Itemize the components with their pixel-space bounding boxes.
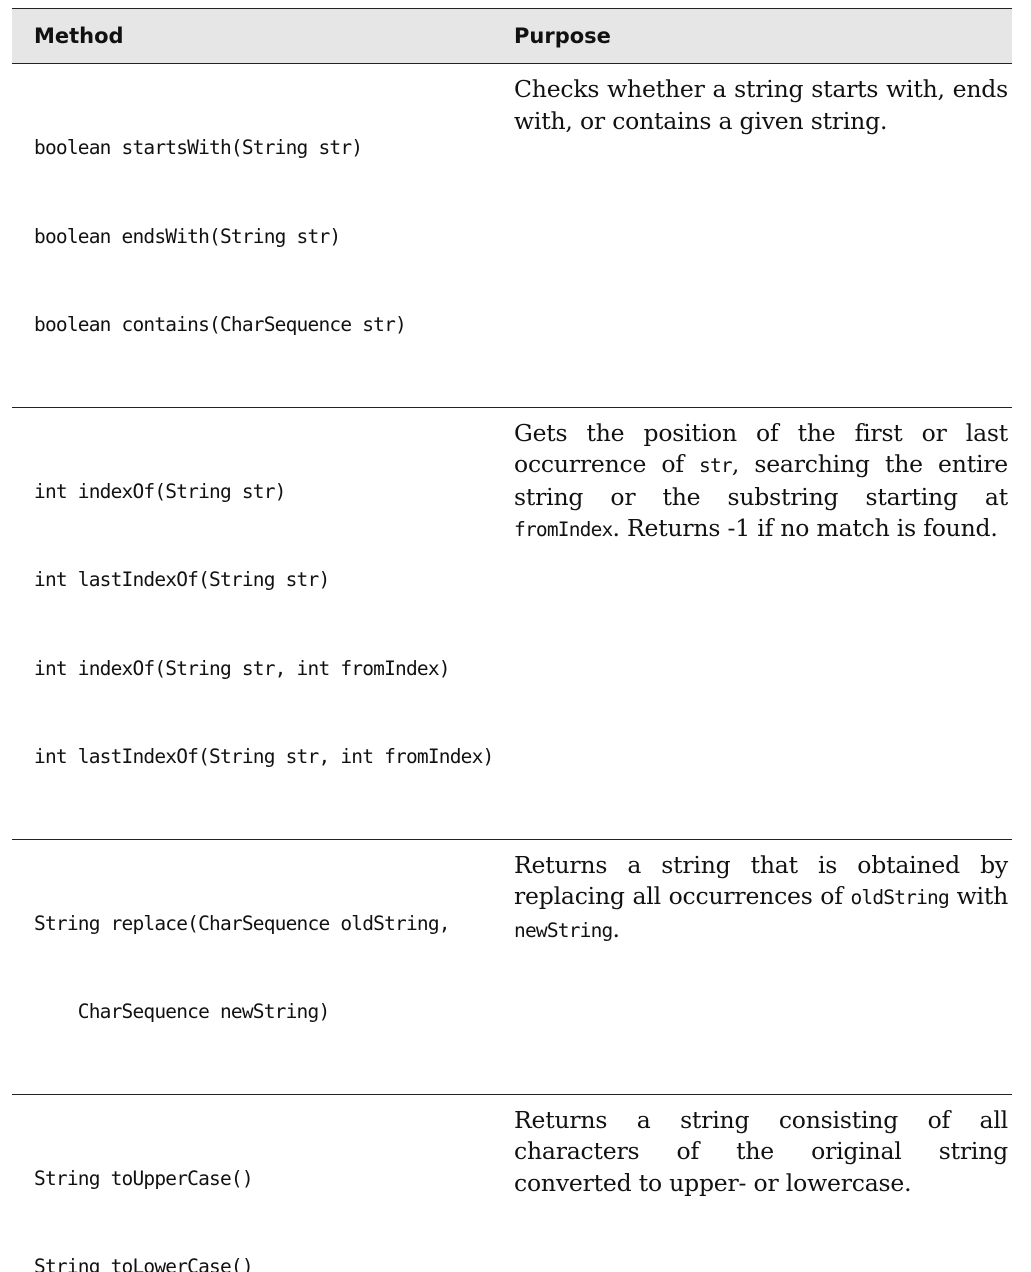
column-header-method: Method — [12, 8, 492, 64]
purpose-text: Returns a string consisting of all chara… — [514, 1105, 1008, 1197]
method-signature: boolean endsWith(String str) — [34, 224, 341, 248]
purpose-code: oldString — [850, 886, 949, 909]
table-row: String toUpperCase() String toLowerCase(… — [12, 1094, 1012, 1272]
table-row: int indexOf(String str) int lastIndexOf(… — [12, 407, 1012, 840]
method-cell: String replace(CharSequence oldString, C… — [12, 839, 492, 1095]
method-signature: String toLowerCase() — [34, 1255, 254, 1272]
method-signature: int lastIndexOf(String str, int fromInde… — [34, 745, 494, 768]
method-signature: int indexOf(String str) — [34, 479, 286, 503]
string-methods-table: Method Purpose boolean startsWith(String… — [12, 8, 1012, 1272]
method-signature: boolean contains(CharSequence str) — [34, 313, 407, 336]
method-cell: boolean startsWith(String str) boolean e… — [12, 63, 492, 408]
method-signature: String replace(CharSequence oldString, — [34, 911, 451, 935]
method-signature: boolean startsWith(String str) — [34, 136, 363, 159]
table-row: boolean startsWith(String str) boolean e… — [12, 63, 1012, 408]
purpose-text: Checks whether a string starts with, end… — [514, 75, 1008, 135]
purpose-text: Gets the position of the first or last o… — [514, 418, 1008, 479]
table-header-row: Method Purpose — [12, 8, 1012, 64]
purpose-cell: Gets the position of the first or last o… — [492, 407, 1012, 840]
purpose-code: newString — [514, 918, 613, 942]
method-cell: int indexOf(String str) int lastIndexOf(… — [12, 407, 494, 840]
purpose-cell: Returns a string consisting of all chara… — [492, 1094, 1012, 1272]
purpose-code: fromIndex — [514, 518, 613, 541]
method-signature: CharSequence newString) — [34, 1000, 330, 1023]
table-row: String replace(CharSequence oldString, C… — [12, 839, 1012, 1095]
purpose-code: str — [699, 454, 733, 477]
purpose-cell: Returns a string that is obtained by rep… — [492, 839, 1012, 1095]
method-table-container: Method Purpose boolean startsWith(String… — [12, 8, 1012, 1272]
purpose-cell: Checks whether a string starts with, end… — [492, 63, 1012, 408]
method-signature: String toUpperCase() — [34, 1166, 254, 1190]
purpose-text: with — [948, 882, 1009, 910]
method-cell: String toUpperCase() String toLowerCase(… — [12, 1094, 492, 1272]
purpose-text: . Returns -1 if no match is found. — [612, 514, 998, 542]
column-header-purpose: Purpose — [492, 8, 1012, 64]
method-signature: int indexOf(String str, int fromIndex) — [34, 656, 451, 680]
purpose-text: . — [612, 914, 620, 943]
purpose-text: , searching the entire string or the sub… — [514, 450, 1008, 511]
method-signature: int lastIndexOf(String str) — [34, 568, 330, 591]
